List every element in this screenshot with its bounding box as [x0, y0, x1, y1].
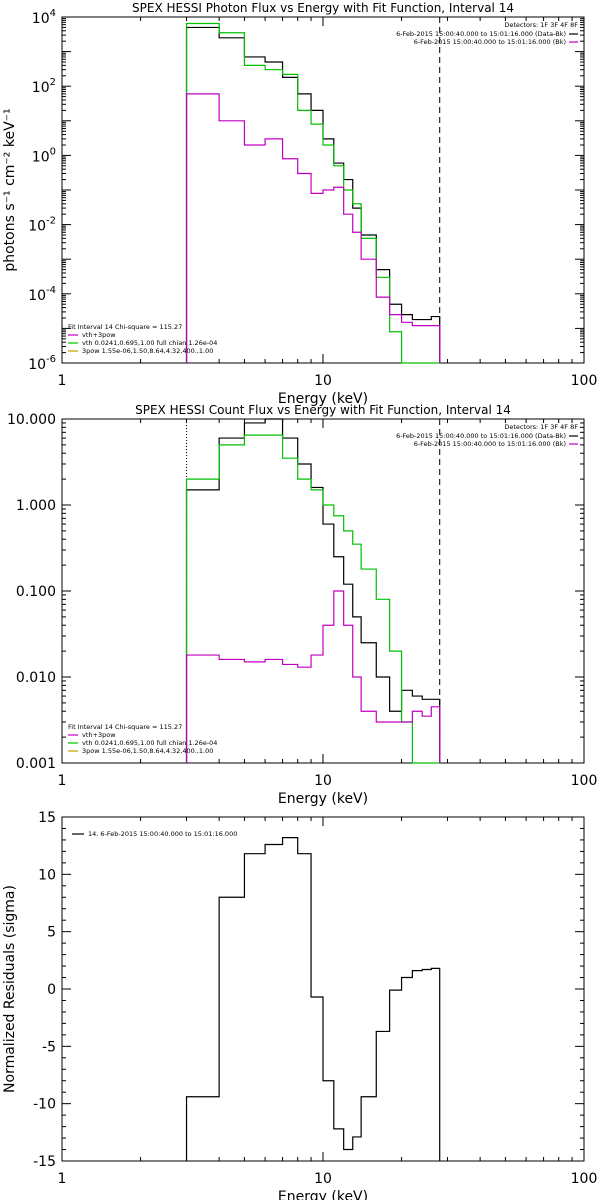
chart-title: SPEX HESSI Photon Flux vs Energy with Fi…	[132, 1, 514, 15]
x-tick-label: 10	[314, 773, 332, 789]
series-data	[185, 837, 441, 1161]
axes-frame	[61, 816, 585, 1162]
legend-header: Detectors: 1F 3F 4F 8F	[504, 21, 578, 29]
legend-entry-label: vth 0.0241,0.695,1.00 full chian 1.26e-0…	[82, 339, 217, 347]
y-tick-label: 15	[38, 810, 56, 826]
legend-entry-label: 3pow 1.55e-06,1.50,8.64,4.32,400.,1.00	[82, 347, 213, 355]
x-axis-label: Energy (keV)	[278, 1189, 368, 1200]
series-bkg	[185, 590, 441, 763]
y-tick-label: 0	[47, 982, 56, 998]
y-tick-label: 10-2	[28, 216, 56, 235]
x-tick-label: 10	[314, 373, 332, 389]
y-tick-label: 10-4	[28, 285, 56, 304]
series-total	[185, 434, 440, 764]
y-tick-label: 104	[32, 8, 56, 27]
axes-frame	[61, 418, 585, 764]
series-total	[185, 22, 440, 364]
legend-entry-label: vth+3pow	[82, 331, 116, 339]
y-tick-label: 0.001	[16, 756, 56, 772]
legend-entry-label: 6-Feb-2015 15:00:40.000 to 15:01:16.000 …	[396, 30, 566, 38]
x-tick-label: 1	[58, 1171, 67, 1187]
y-tick-label: 102	[32, 77, 56, 96]
y-tick-label: 10.000	[7, 412, 56, 428]
x-axis-label: Energy (keV)	[278, 791, 368, 807]
chart-residuals: 1 10 100 Energy (keV) -15 -10 -5 0 5 10 15 Normaliz…	[2, 810, 597, 1200]
legend-entry-label: vth+3pow	[82, 731, 116, 739]
y-tick-label: 5	[47, 925, 56, 941]
series-data	[185, 418, 441, 763]
x-tick-label: 1	[58, 373, 67, 389]
y-axis-label: Normalized Residuals (sigma)	[2, 885, 18, 1093]
y-axis-label: photons s⁻¹ cm⁻² keV⁻¹	[2, 108, 18, 271]
legend-header: Detectors: 1F 3F 4F 8F	[504, 423, 578, 431]
legend-entry-label: 6-Feb-2015 15:00:40.000 to 15:01:16.000 …	[414, 38, 566, 46]
fit-legend-header: Fit Interval 14 Chi-square = 115.27	[68, 323, 182, 331]
fit-legend-header: Fit Interval 14 Chi-square = 115.27	[68, 723, 182, 731]
legend-entry-label: 14. 6-Feb-2015 15:00:40.000 to 15:01:16.…	[88, 830, 237, 838]
legend-entry-label: 6-Feb-2015 15:00:40.000 to 15:01:16.000 …	[396, 432, 566, 440]
chart-title: SPEX HESSI Count Flux vs Energy with Fit…	[135, 403, 511, 417]
y-tick-label: -15	[33, 1154, 56, 1170]
y-tick-label: 10	[38, 867, 56, 883]
x-tick-label: 100	[571, 373, 598, 389]
y-tick-label: 0.010	[16, 670, 56, 686]
x-tick-label: 100	[571, 773, 598, 789]
legend-entry-label: 3pow 1.55e-06,1.50,8.64,4.32,400.,1.00	[82, 747, 213, 755]
x-tick-label: 100	[571, 1171, 598, 1187]
x-axis-label: Energy (keV)	[278, 391, 368, 407]
chart-photon: SPEX HESSI Photon Flux vs Energy with Fi…	[2, 1, 597, 407]
y-tick-label: -10	[33, 1097, 56, 1113]
chart-count: SPEX HESSI Count Flux vs Energy with Fit…	[7, 403, 597, 807]
series-bkg	[185, 93, 441, 363]
y-tick-label: 10-6	[28, 354, 56, 373]
legend-entry-label: vth 0.0241,0.695,1.00 full chian 1.26e-0…	[82, 739, 217, 747]
legend-entry-label: 6-Feb-2015 15:00:40.000 to 15:01:16.000 …	[414, 440, 566, 448]
series-data	[185, 26, 441, 363]
y-tick-label: -5	[42, 1039, 56, 1055]
y-tick-label: 100	[32, 146, 56, 165]
x-tick-label: 1	[58, 773, 67, 789]
y-tick-label: 1.000	[16, 498, 56, 514]
x-tick-label: 10	[314, 1171, 332, 1187]
y-tick-label: 0.100	[16, 584, 56, 600]
